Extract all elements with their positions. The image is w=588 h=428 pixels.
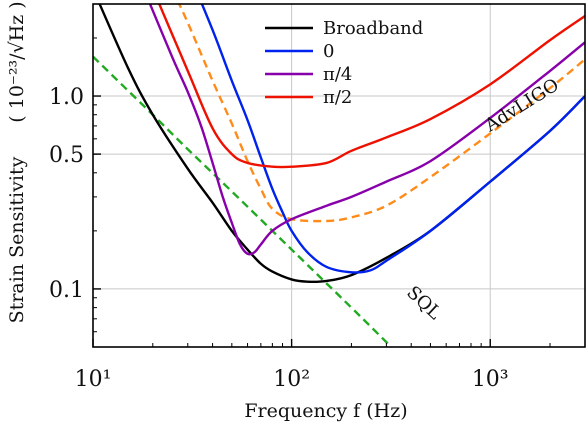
y-axis-unit: ( 10⁻²³/√Hz ) (6, 1, 28, 122)
y-tick-label: 0.1 (49, 278, 84, 303)
plot-frame (92, 3, 586, 348)
y-axis-title: Strain Sensitivity (6, 156, 28, 323)
curves (93, 4, 585, 347)
tick-labels: 10¹ 10² 10³ 0.1 0.5 1.0 (49, 85, 509, 392)
legend-label: 0 (323, 41, 334, 62)
sql-annotation: SQL (402, 282, 445, 324)
ticks (92, 37, 551, 347)
series-line-4 (148, 4, 585, 256)
grid (92, 4, 585, 347)
x-axis-title: Frequency f (Hz) (244, 400, 407, 422)
x-tick-label: 10¹ (75, 367, 112, 392)
legend-label: π/2 (323, 87, 352, 108)
series-line-0 (200, 4, 585, 274)
series-line-2 (157, 4, 585, 169)
y-tick-label: 0.5 (49, 143, 84, 168)
x-tick-label: 10² (273, 367, 310, 392)
x-tick-label: 10³ (472, 367, 509, 392)
legend-label: Broadband (323, 18, 423, 39)
legend-label: π/4 (323, 64, 352, 85)
y-tick-label: 1.0 (49, 85, 84, 110)
